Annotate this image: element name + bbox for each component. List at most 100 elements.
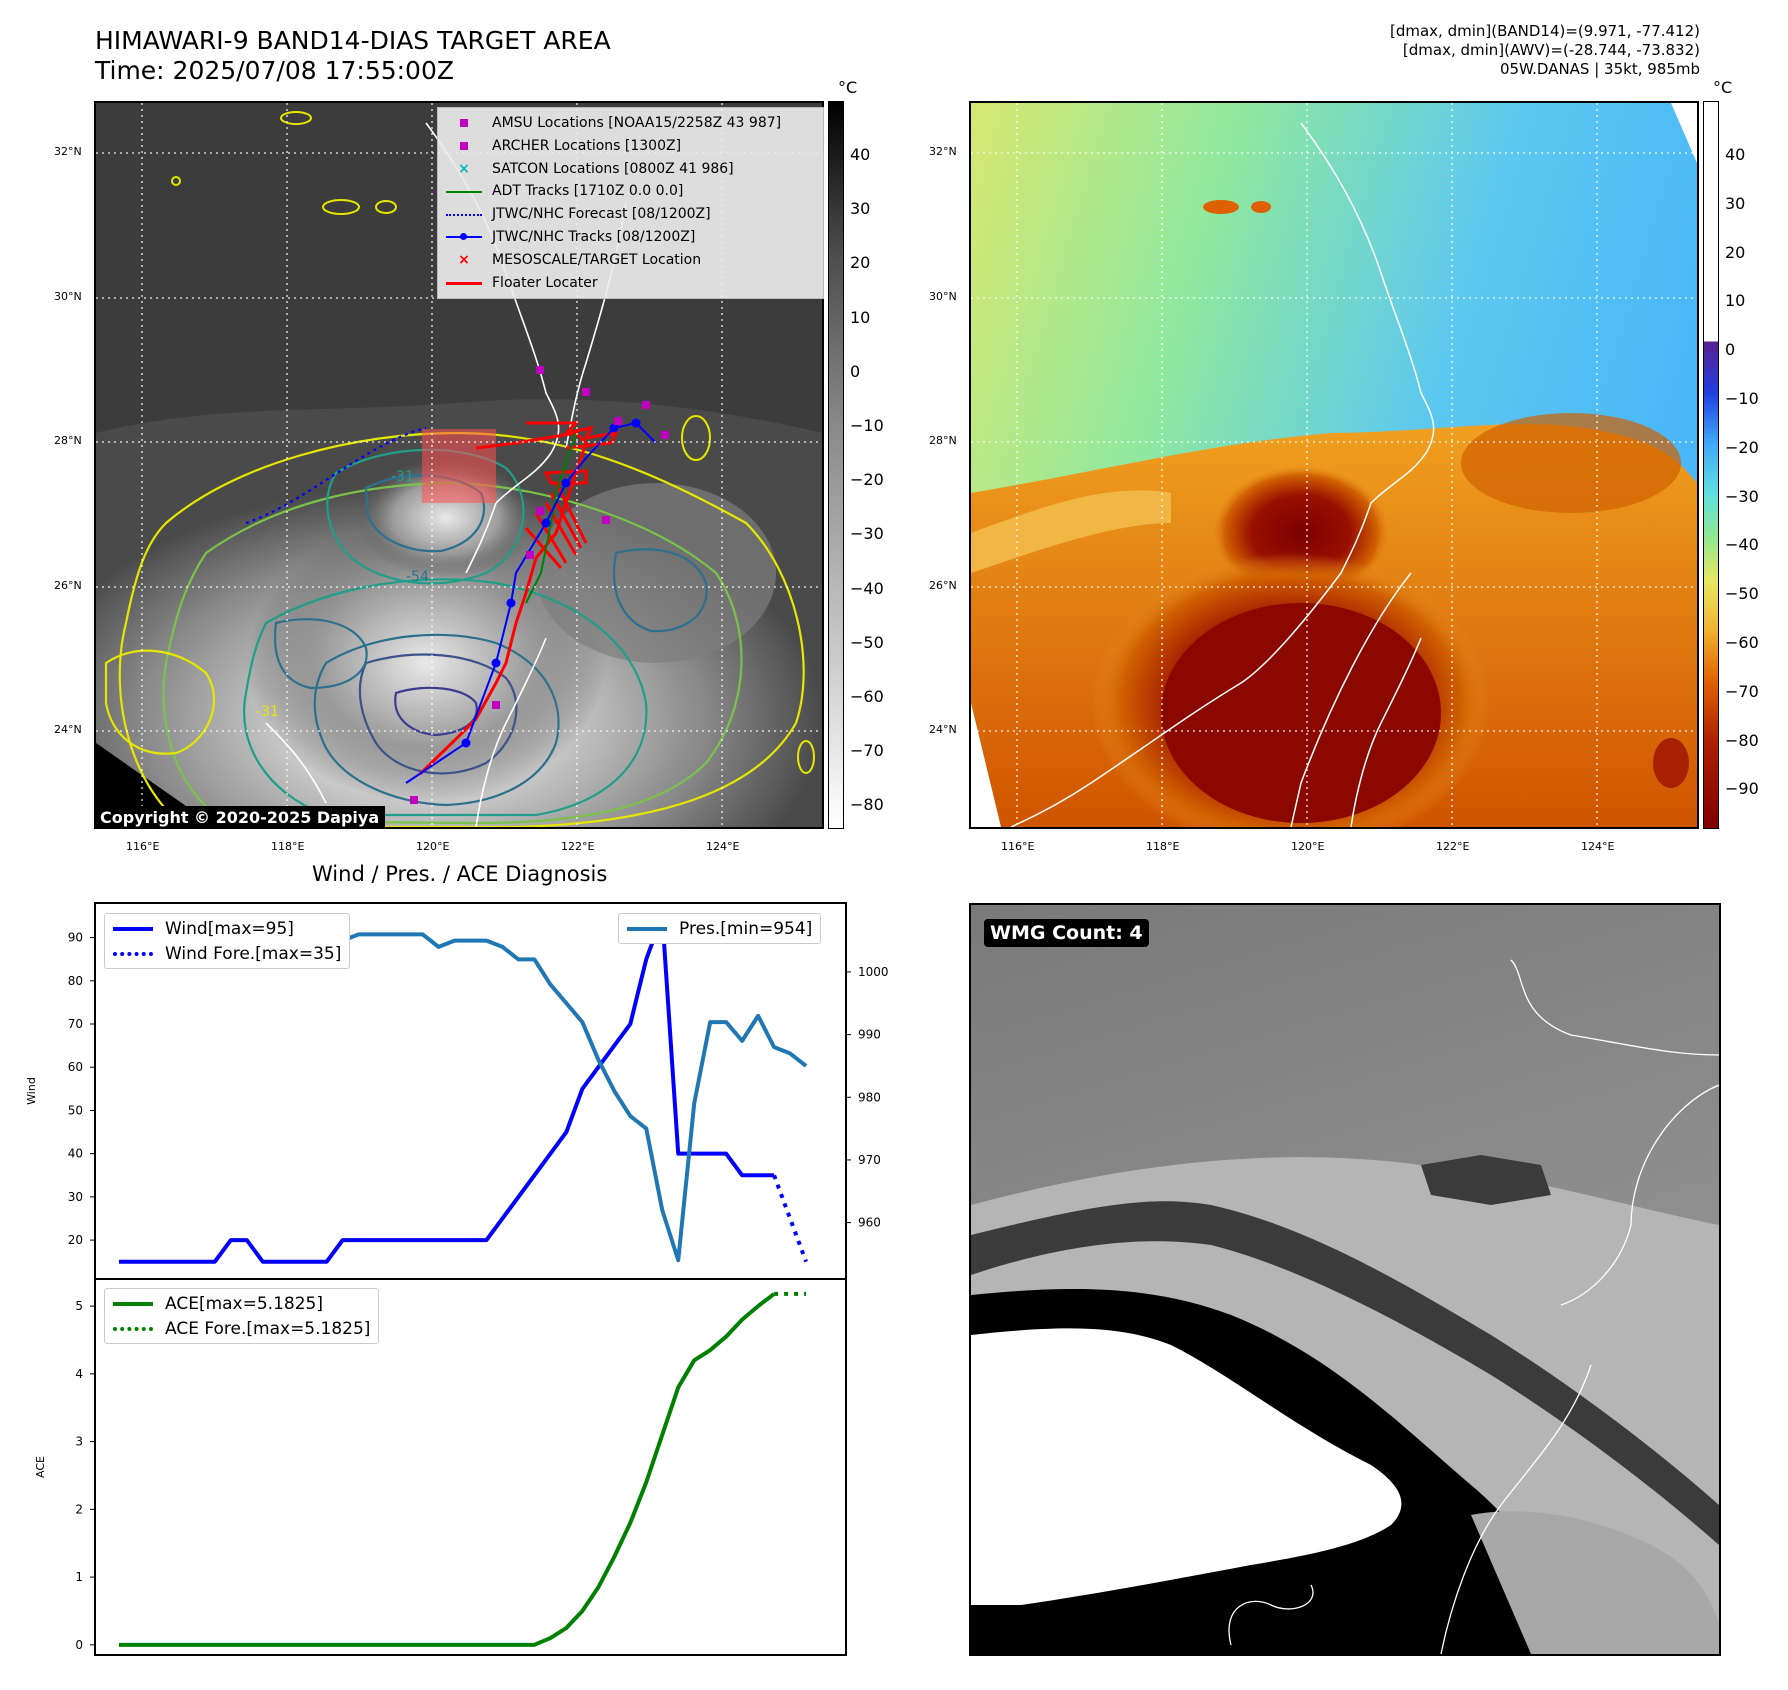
wind-tick-label: 90	[68, 931, 83, 945]
ace-tick-label: 2	[75, 1502, 83, 1516]
awv-map-image	[971, 103, 1697, 827]
ace-legend: ACE[max=5.1825] ACE Fore.[max=5.1825]	[104, 1288, 380, 1344]
awv-map-panel	[969, 101, 1699, 829]
colorbar-tick: 40	[1725, 145, 1746, 164]
legend-item: Wind[max=95]	[113, 916, 341, 941]
colorbar-tick: 30	[1725, 193, 1746, 213]
lon-tick: 120°E	[416, 840, 450, 853]
info-line-1: [dmax, dmin](BAND14)=(9.971, -77.412)	[1389, 22, 1700, 40]
colorbar-tick: 30	[850, 199, 871, 219]
colorbar-tick: −70	[1725, 681, 1759, 701]
diagnosis-chart: 20 30 40 50 60 70 80 90 960 970 980 990 1000 0 1 2 3 4 5 Wi…	[25, 902, 889, 1656]
colorbar-tick: 0	[850, 361, 861, 381]
wind-legend: Wind[max=95] Wind Fore.[max=35]	[104, 913, 351, 969]
ace-tick-label: 1	[75, 1570, 83, 1584]
pressure-tick-label: 960	[858, 1216, 881, 1230]
lat-tick: 24°N	[929, 723, 957, 736]
legend-item: × SATCON Locations [0800Z 41 986]	[444, 158, 817, 181]
lon-tick: 118°E	[271, 840, 305, 853]
lat-tick: 28°N	[54, 434, 82, 447]
lon-tick: 122°E	[561, 840, 595, 853]
wind-tick-label: 70	[68, 1017, 83, 1031]
color-colorbar	[1703, 101, 1719, 829]
x-marker-icon: ×	[458, 252, 470, 269]
line-icon	[444, 185, 484, 199]
colorbar-tick: −40	[1725, 535, 1759, 555]
ace-line	[118, 1292, 776, 1647]
legend-item: ACE Fore.[max=5.1825]	[113, 1316, 370, 1341]
legend-item: × MESOSCALE/TARGET Location	[444, 249, 817, 272]
dotted-line-icon	[113, 951, 153, 956]
info-line-3: 05W.DANAS | 35kt, 985mb	[1499, 60, 1700, 78]
pressure-line	[118, 926, 808, 1263]
wind-tick-label: 60	[68, 1060, 83, 1074]
legend-item: ADT Tracks [1710Z 0.0 0.0]	[444, 180, 817, 203]
ace-axes	[94, 1278, 847, 1656]
colorbar-tick: −10	[1725, 389, 1759, 408]
legend-item: Pres.[min=954]	[627, 916, 812, 941]
legend-item: JTWC/NHC Forecast [08/1200Z]	[444, 203, 817, 226]
x-marker-icon: ×	[458, 160, 470, 177]
colorbar-tick: −70	[850, 741, 884, 761]
dotted-line-icon	[113, 1326, 153, 1331]
colorbar-tick: 10	[850, 307, 871, 327]
figure-info: [dmax, dmin](BAND14)=(9.971, -77.412) [d…	[1390, 22, 1700, 79]
legend-item: JTWC/NHC Tracks [08/1200Z]	[444, 226, 817, 249]
legend-item: Floater Locater	[444, 272, 817, 295]
lon-tick: 124°E	[706, 840, 740, 853]
legend-item: AMSU Locations [NOAA15/2258Z 43 987]	[444, 112, 817, 135]
colorbar-tick: 20	[850, 253, 871, 273]
wind-tick-label: 50	[68, 1103, 83, 1117]
colorbar-tick: −30	[850, 524, 884, 544]
lat-tick: 32°N	[54, 145, 82, 158]
contour-label: -31	[391, 469, 414, 485]
colorbar-tick: 10	[1725, 291, 1746, 311]
wind-tick-label: 20	[68, 1233, 83, 1247]
colorbar-tick: −90	[1725, 779, 1759, 799]
colorbar-tick: −60	[1725, 633, 1759, 652]
colorbar-tick: 40	[850, 145, 871, 164]
chart-title: Wind / Pres. / ACE Diagnosis	[312, 862, 608, 886]
dotted-line-icon	[444, 208, 484, 222]
ace-tick-label: 3	[75, 1435, 83, 1449]
lat-tick: 32°N	[929, 145, 957, 158]
lat-tick: 26°N	[54, 579, 82, 592]
pressure-tick-label: 980	[858, 1090, 881, 1104]
pressure-legend: Pres.[min=954]	[618, 913, 822, 944]
contour-label: -54	[406, 569, 429, 585]
title-line-1: HIMAWARI-9 BAND14-DIAS TARGET AREA	[95, 26, 611, 55]
lon-tick: 118°E	[1146, 840, 1180, 853]
wind-tick-label: 40	[68, 1147, 83, 1161]
wind-tick-label: 80	[68, 974, 83, 988]
lat-tick: 28°N	[929, 434, 957, 447]
wind-tick-label: 30	[68, 1190, 83, 1204]
colorbar-tick: −20	[850, 470, 884, 490]
title-line-2: Time: 2025/07/08 17:55:00Z	[95, 56, 454, 85]
lon-tick: 116°E	[1001, 840, 1035, 853]
colorbar-tick: −30	[1725, 486, 1759, 506]
pressure-tick-label: 970	[858, 1153, 881, 1167]
colorbar-tick: −50	[1725, 584, 1759, 604]
pressure-tick-label: 990	[858, 1028, 881, 1042]
lat-tick: 30°N	[929, 290, 957, 303]
line-icon	[444, 276, 484, 290]
square-marker-icon	[444, 139, 484, 153]
wmg-image	[971, 905, 1719, 1654]
square-marker-icon	[444, 116, 484, 130]
colorbar-tick: −50	[850, 632, 884, 652]
ace-axis-label: ACE	[34, 1456, 47, 1478]
wind-axis-label: Wind	[25, 1077, 38, 1105]
ir-map-panel: -31 -54 -31	[94, 101, 824, 829]
lat-tick: 30°N	[54, 290, 82, 303]
pressure-tick-label: 1000	[858, 965, 889, 979]
wmg-count-badge: WMG Count: 4	[984, 919, 1149, 947]
legend-item: ARCHER Locations [1300Z]	[444, 135, 817, 158]
ace-tick-label: 0	[75, 1638, 83, 1652]
solid-line-icon	[113, 1301, 153, 1306]
gray-colorbar	[828, 101, 844, 829]
wind-line	[118, 913, 775, 1264]
info-line-2: [dmax, dmin](AWV)=(-28.744, -73.832)	[1402, 41, 1700, 59]
copyright-label: Copyright © 2020-2025 Dapiya	[94, 806, 386, 829]
legend-item: Wind Fore.[max=35]	[113, 941, 341, 966]
colorbar-tick: −80	[850, 795, 884, 815]
